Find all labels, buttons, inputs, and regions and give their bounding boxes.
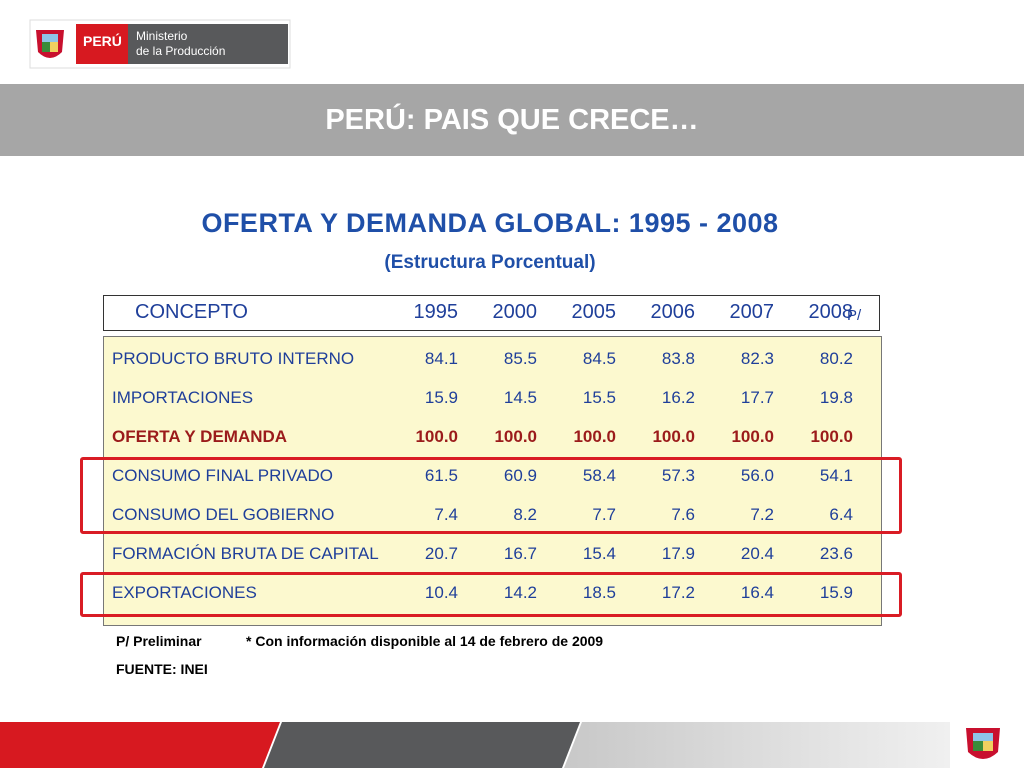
cell-value: 17.9: [661, 544, 695, 563]
note: P/ Preliminar: [116, 633, 202, 649]
cell-value: 57.3: [661, 466, 695, 485]
cell-value: 84.5: [582, 349, 616, 368]
cell-value: 18.5: [582, 583, 616, 602]
column-header: 2007: [729, 301, 775, 323]
header-row: [103, 295, 880, 331]
cell-value: 100.0: [494, 427, 537, 446]
column-header: 2005: [571, 301, 617, 323]
cell-value: 84.1: [424, 349, 458, 368]
highlight-box: [80, 457, 902, 534]
footer-coat-of-arms: [966, 728, 1000, 759]
cell-value: 7.4: [434, 505, 458, 524]
cell-value: 100.0: [731, 427, 774, 446]
row-label: CONSUMO FINAL PRIVADO: [112, 466, 334, 485]
footer-dark: [264, 722, 580, 768]
cell-value: 6.4: [829, 505, 853, 524]
column-header: 1995: [413, 301, 459, 323]
cell-value: 56.0: [740, 466, 774, 485]
cell-value: 82.3: [740, 349, 774, 368]
cell-value: 100.0: [573, 427, 616, 446]
cell-value: 100.0: [415, 427, 458, 446]
cell-value: 14.5: [503, 388, 537, 407]
logo-country: PERÚ: [83, 32, 122, 49]
cell-value: 10.4: [424, 583, 458, 602]
cell-value: 15.4: [582, 544, 616, 563]
row-label: EXPORTACIONES: [112, 583, 257, 602]
row-label: IMPORTACIONES: [112, 388, 254, 407]
column-header: 2000: [492, 301, 538, 323]
cell-value: 20.7: [424, 544, 458, 563]
row-label: PRODUCTO BRUTO INTERNO: [112, 349, 355, 368]
highlight-box: [80, 572, 902, 617]
cell-value: 8.2: [513, 505, 537, 524]
cell-value: 7.2: [750, 505, 774, 524]
cell-value: 58.4: [582, 466, 616, 485]
logo-gray: [128, 24, 288, 64]
logo-red: [76, 24, 128, 64]
column-header: CONCEPTO: [135, 301, 248, 323]
cell-value: 15.9: [424, 388, 458, 407]
cell-value: 17.7: [740, 388, 774, 407]
column-header: 2006: [650, 301, 696, 323]
cell-value: 7.7: [592, 505, 616, 524]
cell-value: 83.8: [661, 349, 695, 368]
cell-value: 60.9: [503, 466, 537, 485]
footer-red: [0, 722, 280, 768]
cell-value: 16.7: [503, 544, 537, 563]
cell-value: 100.0: [810, 427, 853, 446]
cell-value: 14.2: [503, 583, 537, 602]
cell-value: 15.9: [819, 583, 853, 602]
cell-value: 20.4: [740, 544, 774, 563]
table-subtitle: (Estructura Porcentual): [384, 252, 596, 273]
source: FUENTE: INEI: [116, 661, 208, 677]
logo-line: de la Producción: [136, 44, 225, 58]
row-label: CONSUMO DEL GOBIERNO: [112, 505, 335, 524]
logo-line: Ministerio: [136, 29, 188, 43]
cell-value: 23.6: [819, 544, 853, 563]
cell-value: 15.5: [582, 388, 616, 407]
column-header: 2008: [808, 301, 854, 323]
cell-value: 80.2: [819, 349, 853, 368]
cell-value: 17.2: [661, 583, 695, 602]
prelim-mark: P/: [847, 307, 862, 324]
cell-value: 54.1: [819, 466, 853, 485]
table-title: OFERTA Y DEMANDA GLOBAL: 1995 - 2008: [201, 208, 779, 238]
coat-of-arms: [36, 30, 64, 58]
cell-value: 16.2: [661, 388, 695, 407]
cell-value: 100.0: [652, 427, 695, 446]
cell-value: 85.5: [503, 349, 537, 368]
cell-value: 16.4: [740, 583, 774, 602]
note: * Con información disponible al 14 de fe…: [246, 633, 604, 649]
row-label: OFERTA Y DEMANDA: [112, 427, 288, 446]
cell-value: 61.5: [424, 466, 458, 485]
cell-value: 7.6: [671, 505, 695, 524]
row-label: FORMACIÓN BRUTA DE CAPITAL: [112, 544, 379, 563]
cell-value: 19.8: [819, 388, 853, 407]
header-title: PERÚ: PAIS QUE CRECE…: [0, 84, 1024, 156]
table-body: [103, 336, 882, 626]
footer-light: [564, 722, 950, 768]
